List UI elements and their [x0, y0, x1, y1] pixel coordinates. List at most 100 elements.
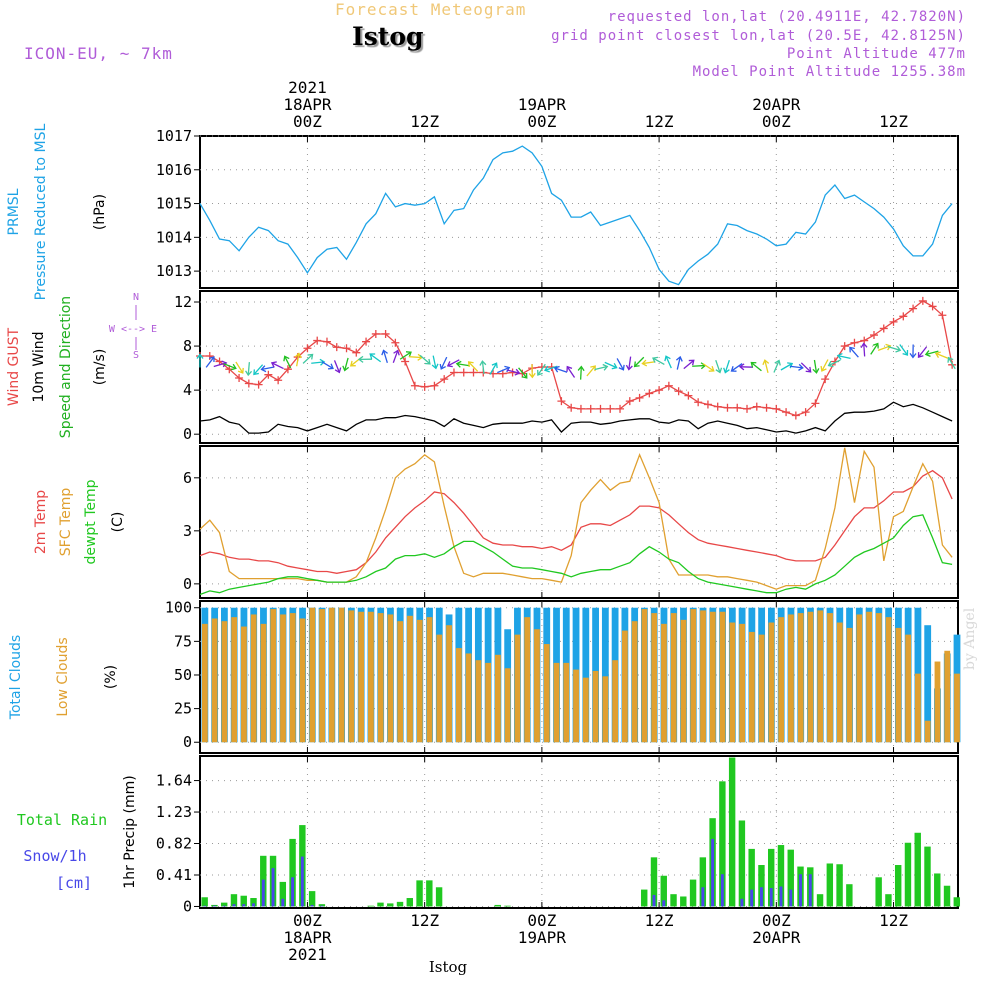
- y-tick-label: 1.23: [156, 803, 192, 821]
- series-line-2m-temp: [199, 469, 953, 574]
- bar-total-rain: [738, 820, 746, 907]
- gust-marker: [791, 411, 800, 420]
- bar-low-clouds: [651, 613, 658, 743]
- bar-total-rain: [250, 898, 257, 907]
- wind-arrow: [381, 349, 388, 364]
- wind-arrow: [419, 354, 431, 365]
- bar-low-clouds: [924, 720, 931, 743]
- bar-snow-1h: [779, 886, 783, 907]
- panel-frame-precip: [199, 755, 959, 909]
- wind-arrow-head: [566, 365, 573, 372]
- wind-arrow: [877, 343, 892, 351]
- wind-arrow: [860, 342, 868, 357]
- bar-total-rain: [836, 864, 843, 907]
- bar-total-rain: [230, 894, 238, 907]
- wind-arrow-head: [319, 358, 326, 366]
- gust-marker: [762, 403, 771, 412]
- gust-marker: [401, 357, 410, 366]
- wind-arrow-shaft: [399, 352, 411, 360]
- bar-snow-1h: [291, 877, 295, 907]
- bar-total-rain: [308, 891, 316, 907]
- bar-low-clouds: [895, 627, 902, 743]
- bar-total-rain: [914, 832, 921, 907]
- wind-arrow-head: [849, 346, 855, 353]
- wind-arrow-head: [909, 353, 917, 359]
- bar-low-clouds: [661, 623, 667, 743]
- axis-label: Total Clouds: [8, 635, 24, 720]
- wind-arrow-head: [405, 351, 412, 358]
- wind-arrow-head: [221, 360, 228, 368]
- bar-total-rain: [768, 848, 775, 907]
- wind-arrow-head: [431, 363, 439, 370]
- bar-total-rain: [924, 846, 931, 907]
- bar-snow-1h: [808, 874, 812, 907]
- bar-low-clouds: [944, 650, 951, 743]
- wind-arrow-shaft: [311, 361, 324, 364]
- wind-arrow-head: [675, 355, 683, 362]
- wind-arrow-head: [820, 365, 827, 372]
- wind-arrow-shaft: [518, 367, 527, 378]
- wind-arrow: [196, 353, 204, 368]
- gust-marker: [576, 404, 585, 413]
- y-tick-label: 0: [183, 897, 192, 915]
- wind-arrow-shaft: [489, 363, 497, 375]
- axis-label: (%): [103, 665, 119, 689]
- bar-low-clouds: [631, 621, 638, 743]
- bar-low-clouds: [778, 617, 785, 743]
- wind-arrow-shaft: [850, 347, 859, 358]
- y-tick-label: 1016: [156, 161, 192, 179]
- wind-arrow-head: [237, 367, 244, 374]
- wind-arrow-shaft: [780, 363, 792, 371]
- wind-arrow: [664, 355, 672, 369]
- bottom-time-label: 12Z: [645, 911, 674, 930]
- wind-arrow-shaft: [731, 363, 743, 371]
- bar-low-clouds: [358, 611, 365, 743]
- wind-arrow: [543, 365, 558, 373]
- wind-arrow: [223, 363, 237, 371]
- wind-arrow-head: [633, 361, 640, 368]
- bar-low-clouds: [348, 610, 355, 743]
- bar-snow-1h: [222, 905, 226, 907]
- wind-arrow-head: [860, 342, 868, 349]
- bar-low-clouds: [211, 618, 218, 743]
- bar-low-clouds: [328, 607, 335, 743]
- axis-label: PRMSL: [6, 188, 22, 235]
- gust-marker: [801, 408, 810, 417]
- wind-arrow-shaft: [481, 362, 485, 375]
- gust-marker: [303, 344, 312, 353]
- gust-marker: [713, 402, 722, 411]
- bar-low-clouds: [866, 611, 872, 743]
- gust-marker: [772, 404, 781, 413]
- gust-marker: [703, 400, 712, 409]
- wind-arrow: [399, 351, 412, 360]
- gust-marker: [391, 338, 400, 347]
- gust-marker: [274, 376, 283, 385]
- wind-arrow: [235, 361, 244, 374]
- gust-marker: [645, 389, 654, 398]
- gust-marker: [635, 393, 644, 402]
- wind-arrow-shaft: [715, 360, 721, 372]
- wind-arrow-shaft: [899, 344, 908, 355]
- gust-marker: [420, 382, 429, 391]
- wind-arrow: [270, 361, 284, 370]
- bar-low-clouds: [582, 677, 589, 743]
- wind-arrow: [934, 351, 949, 359]
- wind-arrow-head: [381, 349, 388, 356]
- bar-snow-1h: [281, 898, 285, 907]
- bar-low-clouds: [465, 653, 472, 743]
- gust-marker: [459, 368, 468, 377]
- wind-arrow-shaft: [302, 354, 313, 364]
- wind-arrow: [577, 365, 585, 380]
- wind-arrow: [924, 350, 939, 357]
- wind-arrow-head: [342, 365, 350, 372]
- wind-arrow-head: [208, 356, 215, 363]
- wind-arrow-shaft: [408, 356, 421, 359]
- wind-arrow-shaft: [392, 351, 399, 363]
- wind-arrow-shaft: [468, 362, 479, 372]
- wind-arrow-head: [294, 352, 302, 359]
- compass-s: S: [133, 350, 139, 361]
- bar-total-rain: [240, 895, 247, 907]
- bar-total-rain: [904, 842, 912, 907]
- wind-arrow: [800, 362, 812, 373]
- wind-arrow-head: [872, 342, 879, 349]
